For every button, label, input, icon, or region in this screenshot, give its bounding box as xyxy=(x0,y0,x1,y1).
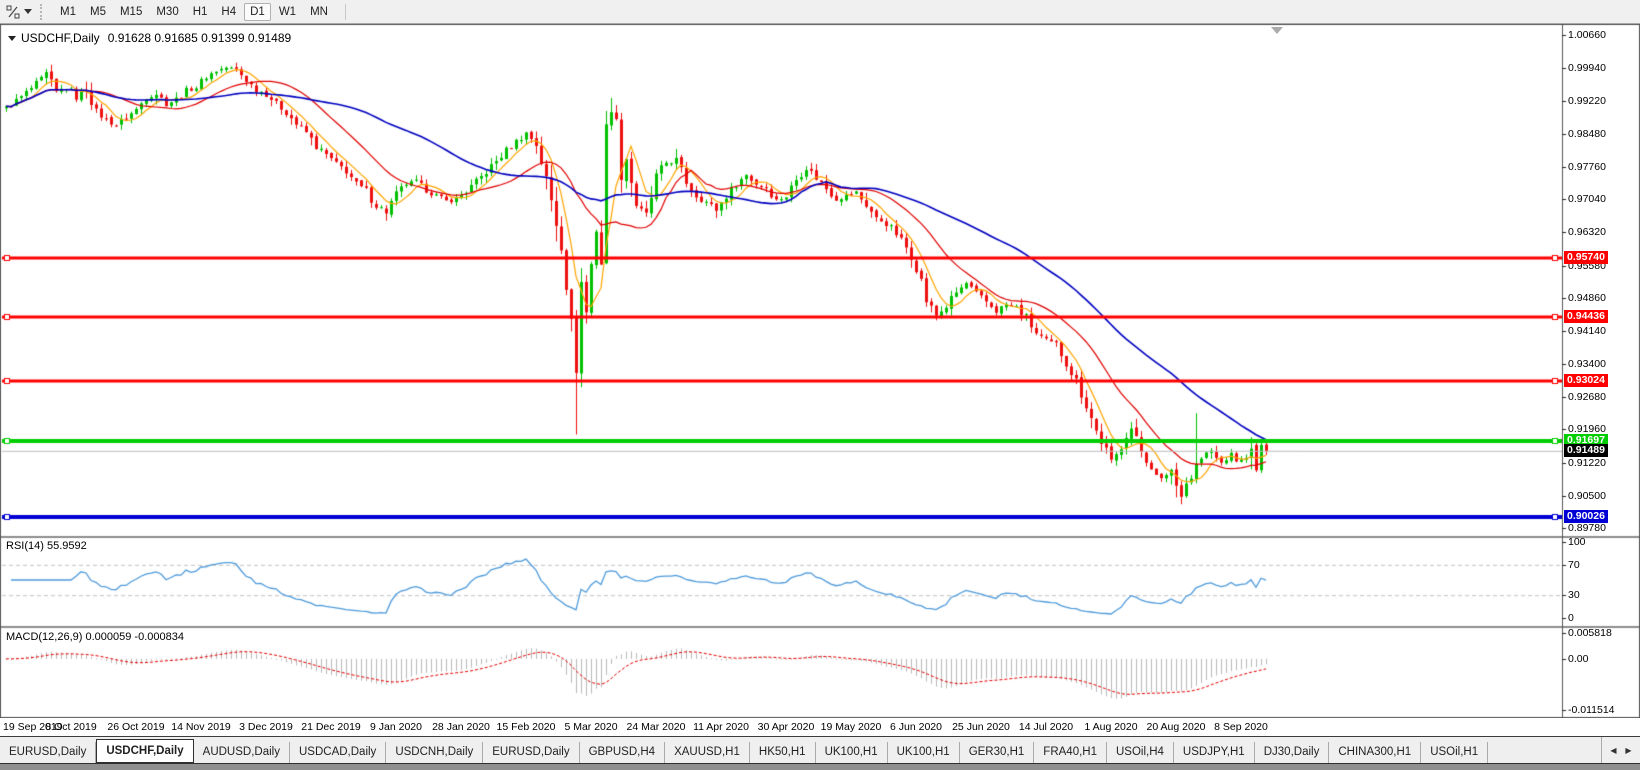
date-label: 5 Mar 2020 xyxy=(564,721,618,733)
date-label: 9 Jan 2020 xyxy=(370,721,422,733)
date-label: 19 Sep 2019 xyxy=(3,721,63,733)
date-label: 1 Aug 2020 xyxy=(1084,721,1138,733)
chart-tab-usoil-h4[interactable]: USOil,H4 xyxy=(1107,742,1174,763)
chart-tab-audusd-daily[interactable]: AUDUSD,Daily xyxy=(194,742,290,763)
toolbar-separator xyxy=(344,3,346,20)
date-label: 3 Dec 2019 xyxy=(239,721,293,733)
chart-tab-uk100-h1[interactable]: UK100,H1 xyxy=(888,742,960,763)
date-label: 19 May 2020 xyxy=(820,721,882,733)
chart-tab-usdchf-daily[interactable]: USDCHF,Daily xyxy=(96,739,194,763)
chart-tab-fra40-h1[interactable]: FRA40,H1 xyxy=(1034,742,1107,763)
price-chart-canvas[interactable] xyxy=(0,24,1640,718)
timeframe-button-d1[interactable]: D1 xyxy=(244,2,271,21)
date-label: 24 Mar 2020 xyxy=(626,721,686,733)
chart-tab-hk50-h1[interactable]: HK50,H1 xyxy=(750,742,816,763)
chart-tab-eurusd-daily[interactable]: EURUSD,Daily xyxy=(483,742,580,763)
timeframe-button-w1[interactable]: W1 xyxy=(278,5,297,18)
chart-tab-gbpusd-h4[interactable]: GBPUSD,H4 xyxy=(580,742,666,763)
tab-scroll-left-icon[interactable]: ◀ xyxy=(1610,745,1617,755)
date-label: 8 Sep 2020 xyxy=(1214,721,1268,733)
timeframe-button-m1[interactable]: M1 xyxy=(60,5,76,18)
window-bottom-strip xyxy=(0,763,1640,770)
date-label: 20 Aug 2020 xyxy=(1146,721,1206,733)
date-label: 26 Oct 2019 xyxy=(107,721,165,733)
date-label: 14 Nov 2019 xyxy=(171,721,231,733)
date-label: 8 Oct 2019 xyxy=(45,721,97,733)
timeframe-button-mn[interactable]: MN xyxy=(310,5,328,18)
date-label: 25 Jun 2020 xyxy=(952,721,1010,733)
periods-dropdown-caret-icon[interactable] xyxy=(24,9,32,14)
chart-tab-china300-h1[interactable]: CHINA300,H1 xyxy=(1329,742,1422,763)
date-label: 15 Feb 2020 xyxy=(496,721,556,733)
chart-tab-usoil-h1[interactable]: USOil,H1 xyxy=(1421,742,1489,763)
date-label: 11 Apr 2020 xyxy=(693,721,749,733)
tab-scroll-controls: ◀ ▶ xyxy=(1601,737,1640,763)
timeframe-toolbar: M1 M5 M15 M30 H1 H4 D1 W1 MN xyxy=(0,0,1640,24)
chart-tab-dj30-daily[interactable]: DJ30,Daily xyxy=(1255,742,1330,763)
timeframe-button-h4[interactable]: H4 xyxy=(221,5,237,18)
chart-tab-xauusd-h1[interactable]: XAUUSD,H1 xyxy=(665,742,750,763)
date-label: 14 Jul 2020 xyxy=(1018,721,1074,733)
tab-scroll-right-icon[interactable]: ▶ xyxy=(1625,745,1632,755)
time-axis: 19 Sep 2019 8 Oct 2019 26 Oct 2019 14 Nov 2… xyxy=(0,718,1640,737)
date-label: 6 Jun 2020 xyxy=(890,721,942,733)
date-label: 28 Jan 2020 xyxy=(432,721,490,733)
chart-tab-bar: EURUSD,Daily USDCHF,Daily AUDUSD,Daily USDC… xyxy=(0,737,1640,763)
chart-tab-eurusd-daily[interactable]: EURUSD,Daily xyxy=(0,742,97,763)
timeframe-button-m30[interactable]: M30 xyxy=(156,5,179,18)
chart-tab-usdcad-daily[interactable]: USDCAD,Daily xyxy=(290,742,387,763)
timeframe-button-m15[interactable]: M15 xyxy=(119,5,143,18)
chart-window: USDCHF,Daily 0.91628 0.91685 0.91399 0.91… xyxy=(0,24,1640,737)
timeframe-button-m5[interactable]: M5 xyxy=(89,5,106,18)
date-label: 30 Apr 2020 xyxy=(757,721,815,733)
timeframe-button-h1[interactable]: H1 xyxy=(192,5,208,18)
chart-tab-usdcnh-daily[interactable]: USDCNH,Daily xyxy=(386,742,484,763)
toolbar-grip-handle[interactable] xyxy=(40,3,45,20)
chart-tabs: EURUSD,Daily USDCHF,Daily AUDUSD,Daily USDC… xyxy=(0,737,1489,763)
timeframe-buttons: M1 M5 M15 M30 H1 H4 D1 W1 MN xyxy=(53,0,335,24)
date-label: 21 Dec 2019 xyxy=(301,721,361,733)
chart-tab-usdjpy-h1[interactable]: USDJPY,H1 xyxy=(1174,742,1255,763)
chart-tab-uk100-h1[interactable]: UK100,H1 xyxy=(816,742,888,763)
chart-tab-ger30-h1[interactable]: GER30,H1 xyxy=(960,742,1035,763)
chart-periods-icon[interactable] xyxy=(3,3,23,21)
